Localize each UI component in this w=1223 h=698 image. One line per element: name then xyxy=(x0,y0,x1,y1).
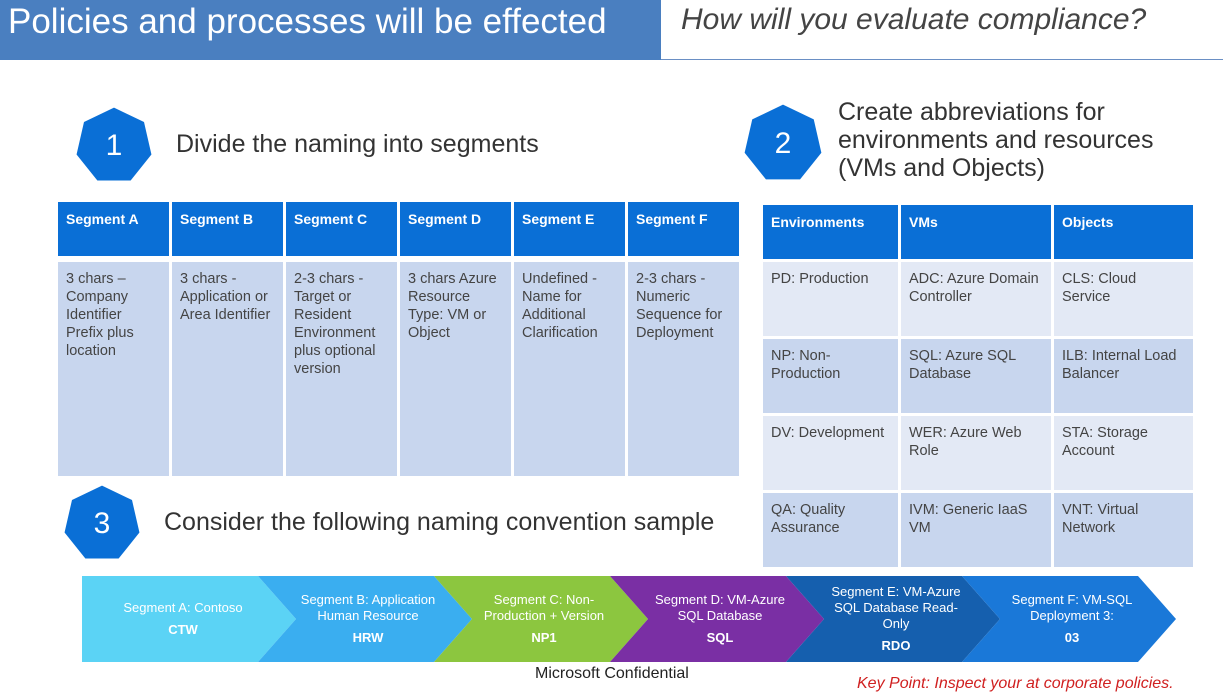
chevron-segment-f: Segment F: VM-SQL Deployment 3: 03 xyxy=(962,576,1176,662)
step-3-number: 3 xyxy=(93,507,111,540)
chevron-segment-e: Segment E: VM-Azure SQL Database Read-On… xyxy=(786,576,1000,662)
header-left-banner: Policies and processes will be effected xyxy=(0,0,661,60)
segment-b-header: Segment B xyxy=(172,202,283,256)
objects-header: Objects xyxy=(1054,205,1193,259)
segment-b-cell: 3 chars - Application or Area Identifier xyxy=(172,262,283,476)
segment-e-cell: Undefined - Name for Additional Clarific… xyxy=(514,262,625,476)
segment-d-header: Segment D xyxy=(400,202,511,256)
chevron-code: RDO xyxy=(881,638,911,653)
object-cell: ILB: Internal Load Balancer xyxy=(1054,339,1193,413)
segment-c-header: Segment C xyxy=(286,202,397,256)
table-row: DV: Development WER: Azure Web Role STA:… xyxy=(763,416,1193,490)
object-cell: STA: Storage Account xyxy=(1054,416,1193,490)
environment-cell: DV: Development xyxy=(763,416,898,490)
chevron-code: NP1 xyxy=(531,630,557,645)
chevron-segment-a: Segment A: Contoso CTW xyxy=(82,576,296,662)
naming-convention-chevrons: Segment A: Contoso CTW Segment B: Applic… xyxy=(82,576,1180,662)
vm-cell: SQL: Azure SQL Database xyxy=(901,339,1051,413)
abbreviations-header-row: Environments VMs Objects xyxy=(763,205,1193,259)
object-cell: CLS: Cloud Service xyxy=(1054,262,1193,336)
chevron-segment-d: Segment D: VM-Azure SQL Database SQL xyxy=(610,576,824,662)
chevron-code: CTW xyxy=(168,622,198,637)
table-row: PD: Production ADC: Azure Domain Control… xyxy=(763,262,1193,336)
segment-e-header: Segment E xyxy=(514,202,625,256)
chevron-code: HRW xyxy=(352,630,384,645)
chevron-segment-c: Segment C: Non-Production + Version NP1 xyxy=(434,576,648,662)
chevron-label: Segment F: VM-SQL Deployment 3: xyxy=(1011,592,1133,623)
step-1-badge: 1 xyxy=(74,106,154,186)
abbreviations-table: Environments VMs Objects PD: Production … xyxy=(760,202,1196,570)
chevron-segment-b: Segment B: Application Human Resource HR… xyxy=(258,576,472,662)
segment-f-cell: 2-3 chars - Numeric Sequence for Deploym… xyxy=(628,262,739,476)
step-2-badge: 2 xyxy=(742,103,824,185)
vms-header: VMs xyxy=(901,205,1051,259)
environments-header: Environments xyxy=(763,205,898,259)
segment-f-header: Segment F xyxy=(628,202,739,256)
step-3-badge: 3 xyxy=(62,484,142,564)
table-row: QA: Quality Assurance IVM: Generic IaaS … xyxy=(763,493,1193,567)
segment-a-header: Segment A xyxy=(58,202,169,256)
chevron-label: Segment E: VM-Azure SQL Database Read-On… xyxy=(831,584,961,631)
header-subtitle: How will you evaluate compliance? xyxy=(681,3,1147,36)
vm-cell: WER: Azure Web Role xyxy=(901,416,1051,490)
step-2-number: 2 xyxy=(774,127,792,160)
chevron-label: Segment B: Application Human Resource xyxy=(300,592,436,623)
segments-header-row: Segment A Segment B Segment C Segment D … xyxy=(58,202,739,256)
segments-body-row: 3 chars – Company Identifier Prefix plus… xyxy=(58,262,739,476)
segments-table: Segment A Segment B Segment C Segment D … xyxy=(55,202,742,476)
vm-cell: IVM: Generic IaaS VM xyxy=(901,493,1051,567)
vm-cell: ADC: Azure Domain Controller xyxy=(901,262,1051,336)
segment-a-cell: 3 chars – Company Identifier Prefix plus… xyxy=(58,262,169,476)
object-cell: VNT: Virtual Network xyxy=(1054,493,1193,567)
chevron-code: SQL xyxy=(706,630,734,645)
step-1-title: Divide the naming into segments xyxy=(176,130,539,158)
environment-cell: QA: Quality Assurance xyxy=(763,493,898,567)
environment-cell: PD: Production xyxy=(763,262,898,336)
segment-c-cell: 2-3 chars - Target or Resident Environme… xyxy=(286,262,397,476)
confidential-footer: Microsoft Confidential xyxy=(535,665,689,682)
table-row: NP: Non-Production SQL: Azure SQL Databa… xyxy=(763,339,1193,413)
header-right-banner: How will you evaluate compliance? xyxy=(661,0,1223,60)
step-1-number: 1 xyxy=(105,129,123,162)
step-3-title: Consider the following naming convention… xyxy=(164,508,715,536)
chevron-label: Segment A: Contoso xyxy=(123,600,243,615)
environment-cell: NP: Non-Production xyxy=(763,339,898,413)
key-point-note: Key Point: Inspect your at corporate pol… xyxy=(857,675,1174,692)
chevron-label: Segment C: Non-Production + Version xyxy=(483,592,605,623)
segment-d-cell: 3 chars Azure Resource Type: VM or Objec… xyxy=(400,262,511,476)
header-title: Policies and processes will be effected xyxy=(8,2,607,41)
step-2-title: Create abbreviations for environments an… xyxy=(838,98,1154,182)
chevron-label: Segment D: VM-Azure SQL Database xyxy=(654,592,786,623)
chevron-code: 03 xyxy=(1064,630,1080,645)
